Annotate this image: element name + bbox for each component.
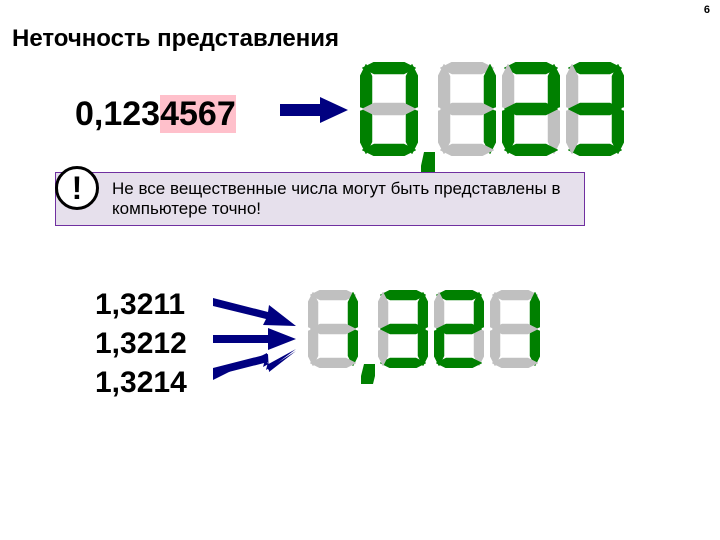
seven-seg-display-2 [308,290,546,373]
example-numbers-group: 1,3211 1,3212 1,3214 [95,285,187,402]
page-title: Неточность представления [12,25,339,53]
seven-seg-display-1 [360,62,630,161]
slide-number: 6 [704,4,710,16]
exclamation-icon: ! [55,166,99,210]
arrow-icon [280,95,350,125]
example-number-1: 0,1234567 [75,95,236,134]
callout-box: Не все вещественные числа могут быть пре… [55,172,585,226]
arrow-icon [213,290,298,330]
arrow-icon [213,348,298,388]
